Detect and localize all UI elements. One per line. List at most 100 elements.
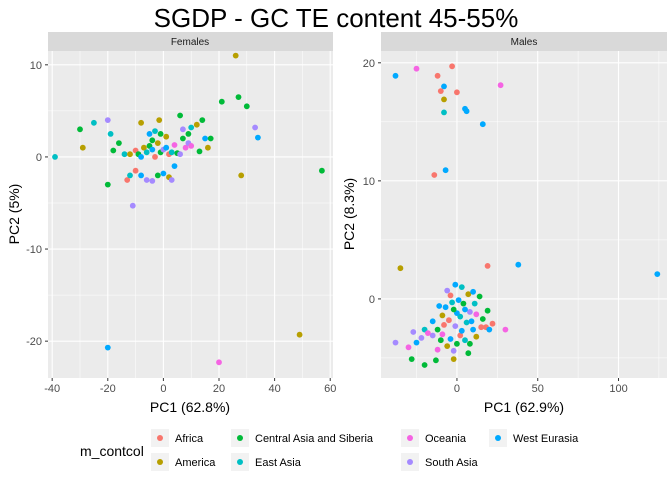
males-point <box>463 319 470 326</box>
males-point <box>458 284 465 290</box>
females-point <box>232 52 239 59</box>
males-point <box>442 304 449 311</box>
males-point <box>476 293 483 300</box>
females-point <box>149 146 156 153</box>
females-point <box>319 167 325 174</box>
males-x-tick-label: 0 <box>454 383 460 395</box>
males-point <box>446 317 452 324</box>
males-point <box>465 350 472 357</box>
males-point <box>467 340 473 347</box>
females-point <box>193 121 200 128</box>
females-x-ticks: -40 -20 0 20 40 60 <box>44 378 336 395</box>
males-point <box>489 320 496 327</box>
males-point <box>392 72 399 79</box>
males-point <box>468 318 475 325</box>
legend-label-africa: Africa <box>175 433 204 445</box>
males-point <box>425 330 431 336</box>
females-point <box>171 142 178 148</box>
females-point <box>104 181 111 188</box>
males-point <box>450 306 457 313</box>
females-point <box>127 151 133 158</box>
females-point <box>180 126 186 133</box>
males-point <box>473 333 480 340</box>
females-point <box>141 144 147 151</box>
females-point <box>127 172 133 179</box>
females-y-tick-label: -20 <box>26 336 42 348</box>
females-y-tick-label: -10 <box>26 244 42 256</box>
females-point <box>218 98 225 105</box>
males-point <box>434 72 441 79</box>
males-point <box>455 297 462 303</box>
males-x-tick-label: 50 <box>532 383 544 395</box>
females-point <box>188 143 195 149</box>
females-x-tick-label: -20 <box>100 383 116 395</box>
males-point <box>449 63 455 70</box>
females-x-axis-title: PC1 (62.8%) <box>150 399 230 415</box>
females-point <box>157 131 164 137</box>
females-point <box>188 124 195 131</box>
males-point <box>434 346 441 353</box>
females-x-tick-label: 40 <box>268 383 280 395</box>
males-point <box>450 347 457 354</box>
males-point <box>441 96 447 103</box>
females-y-tick-label: 10 <box>30 60 42 72</box>
females-point <box>238 172 245 179</box>
females-point <box>156 117 163 123</box>
males-points <box>392 63 661 368</box>
males-point <box>467 309 473 315</box>
females-point <box>163 133 170 140</box>
males-plot-background <box>381 51 667 378</box>
females-point <box>143 177 150 183</box>
legend-label-west-eurasia: West Eurasia <box>513 433 579 445</box>
legend-entries: Africa America Central Asia and Siberia Eas… <box>151 429 579 471</box>
males-point <box>479 316 486 322</box>
females-y-axis-title: PC2 (5%) <box>6 184 22 245</box>
females-point <box>243 103 250 110</box>
females-point <box>168 149 175 156</box>
males-y-tick-label: 0 <box>369 294 375 306</box>
males-point <box>458 327 465 334</box>
males-point <box>442 167 449 174</box>
males-point <box>462 337 468 344</box>
legend: m_contcol Africa America Central Asia and … <box>80 429 579 471</box>
females-point <box>205 144 211 151</box>
males-point <box>410 329 417 335</box>
females-x-tick-label: -40 <box>44 383 60 395</box>
males-point <box>444 343 451 349</box>
males-y-axis-title: PC2 (8.3%) <box>341 178 357 250</box>
males-x-axis-title: PC1 (62.9%) <box>484 399 564 415</box>
females-point <box>104 344 111 351</box>
females-point <box>138 154 145 160</box>
males-point <box>497 82 504 89</box>
females-point <box>177 151 184 158</box>
males-point <box>431 172 438 178</box>
males-point <box>429 318 436 325</box>
females-point <box>110 147 117 154</box>
females-point <box>216 359 222 366</box>
legend-label-east-asia: East Asia <box>255 457 302 469</box>
males-point <box>470 326 476 333</box>
males-strip-label: Males <box>511 37 538 48</box>
females-point <box>77 126 83 133</box>
females-x-tick-label: 60 <box>324 383 336 395</box>
legend-swatch-west-eurasia <box>495 435 501 441</box>
males-point <box>408 356 415 362</box>
males-x-ticks: 0 50 100 <box>454 378 628 395</box>
females-point <box>79 144 86 151</box>
legend-label-america: America <box>175 457 216 469</box>
males-point <box>429 332 436 339</box>
males-point <box>465 291 472 298</box>
females-y-tick-label: 0 <box>36 152 42 164</box>
males-point <box>397 265 404 272</box>
females-point <box>180 135 186 142</box>
males-y-tick-label: 10 <box>363 176 375 188</box>
females-point <box>160 170 167 177</box>
males-point <box>447 292 454 299</box>
females-point <box>207 135 214 142</box>
legend-swatch-africa <box>157 435 163 441</box>
females-point <box>149 137 156 144</box>
females-point <box>252 124 258 131</box>
males-point <box>473 311 480 318</box>
females-x-tick-label: 20 <box>213 383 225 395</box>
